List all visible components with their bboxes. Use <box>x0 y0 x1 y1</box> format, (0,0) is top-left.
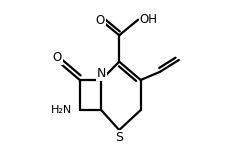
Text: H₂N: H₂N <box>51 105 72 115</box>
Text: O: O <box>53 51 62 64</box>
Text: S: S <box>115 131 123 144</box>
Text: O: O <box>95 14 105 28</box>
Text: OH: OH <box>140 13 158 26</box>
Text: N: N <box>96 67 106 80</box>
